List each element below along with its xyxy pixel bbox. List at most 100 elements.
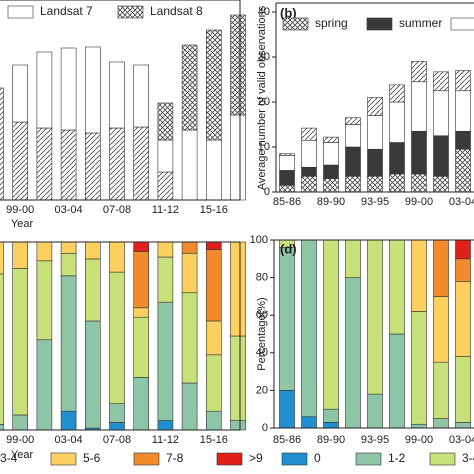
- x-tick-label: 99-00: [405, 434, 433, 446]
- y-tick-label: 0: [262, 422, 268, 434]
- bar-segment: [157, 256, 174, 303]
- bar-segment: [345, 117, 361, 125]
- x-axis-label: Year: [11, 218, 34, 230]
- x-tick-label: 07-08: [103, 204, 131, 216]
- bar-segment: [455, 130, 471, 150]
- legend-label: spring: [315, 16, 348, 30]
- x-tick-label: 93-95: [361, 196, 389, 208]
- bar-segment: [230, 114, 246, 201]
- bar-segment: [345, 239, 361, 278]
- bar-segment: [85, 132, 101, 201]
- bar-segment: [323, 422, 339, 429]
- panel-label: (b): [280, 5, 297, 20]
- bar-segment: [157, 301, 174, 421]
- bar-segment: [60, 129, 77, 201]
- legend-swatch: [281, 452, 308, 466]
- legend-swatch: [282, 17, 309, 31]
- bar-segment: [230, 420, 246, 431]
- bar-segment: [301, 139, 317, 168]
- bar-segment: [60, 241, 77, 254]
- bar-segment: [455, 422, 471, 429]
- y-tick-label: 30: [258, 51, 270, 63]
- bar-segment: [36, 51, 53, 129]
- x-tick-label: 89-90: [317, 434, 345, 446]
- bar-segment: [433, 135, 449, 177]
- bar-segment: [60, 410, 77, 431]
- bar-segment: [279, 390, 295, 429]
- y-tick-label: 20: [256, 384, 268, 396]
- bar-segment: [323, 136, 339, 143]
- bar-segment: [455, 148, 471, 193]
- bar-segment: [433, 90, 449, 137]
- legend-label: 3-4: [0, 451, 18, 465]
- bar-segment: [455, 281, 471, 357]
- x-tick-label: 15-16: [200, 204, 228, 216]
- bar-segment: [181, 44, 198, 131]
- bar-segment: [133, 241, 149, 252]
- bar-segment: [301, 239, 317, 418]
- bar-segment: [60, 252, 77, 277]
- bar-segment: [301, 416, 317, 429]
- bar-segment: [323, 178, 339, 193]
- bar-segment: [0, 273, 4, 425]
- bar-segment: [85, 46, 101, 134]
- bar-segment: [109, 127, 125, 201]
- bar-segment: [345, 277, 361, 429]
- legend-swatch: [366, 17, 393, 31]
- bar-segment: [323, 408, 339, 423]
- y-tick-label: 0: [264, 186, 270, 198]
- bar-segment: [389, 333, 405, 429]
- bar-segment: [411, 130, 427, 175]
- bar-segment: [157, 102, 174, 141]
- bar-segment: [109, 61, 125, 129]
- legend-swatch: [50, 452, 77, 466]
- bar-segment: [367, 115, 383, 150]
- bar-segment: [433, 296, 449, 363]
- bar-segment: [206, 241, 222, 250]
- bar-segment: [301, 175, 317, 193]
- bar-segment: [389, 173, 405, 193]
- x-tick-label: 03-04: [449, 434, 474, 446]
- legend-label: >9: [249, 451, 263, 465]
- legend-label: 5-6: [83, 451, 101, 465]
- bar-segment: [12, 268, 28, 416]
- legend-swatch: [429, 452, 456, 466]
- bar-segment: [455, 90, 471, 132]
- bar-segment: [455, 70, 471, 92]
- bar-segment: [181, 252, 198, 294]
- legend-label: 3-4: [462, 451, 474, 465]
- legend-label: summer: [399, 16, 442, 30]
- bar-segment: [133, 316, 149, 378]
- x-tick-label: 93-95: [361, 434, 389, 446]
- bar-segment: [157, 420, 174, 431]
- bar-segment: [109, 422, 125, 431]
- bar-segment: [133, 251, 149, 309]
- y-tick-label: 80: [256, 272, 268, 284]
- bar-segment: [0, 241, 4, 275]
- bar-segment: [206, 249, 222, 322]
- bar-segment: [433, 239, 449, 297]
- bar-segment: [367, 97, 383, 116]
- bar-segment: [301, 127, 317, 141]
- bar-segment: [157, 139, 174, 173]
- legend-label: 0: [314, 451, 321, 465]
- bar-segment: [206, 320, 222, 356]
- bar-segment: [389, 101, 405, 143]
- bar-segment: [411, 311, 427, 425]
- x-tick-label: 99-00: [405, 196, 433, 208]
- x-tick-label: 15-16: [200, 434, 228, 446]
- bar-segment: [279, 247, 295, 391]
- bar-segment: [109, 271, 125, 404]
- bar-segment: [181, 129, 198, 201]
- bar-segment: [345, 175, 361, 193]
- bar-segment: [279, 153, 295, 156]
- bar-segment: [36, 260, 53, 341]
- bar-segment: [133, 64, 149, 128]
- y-tick-label: 40: [258, 6, 270, 18]
- legend-swatch: [133, 452, 160, 466]
- legend-label: Landsat 8: [150, 4, 203, 18]
- bar-segment: [85, 258, 101, 322]
- bar-segment: [411, 239, 427, 312]
- x-tick-label: 11-12: [152, 434, 179, 446]
